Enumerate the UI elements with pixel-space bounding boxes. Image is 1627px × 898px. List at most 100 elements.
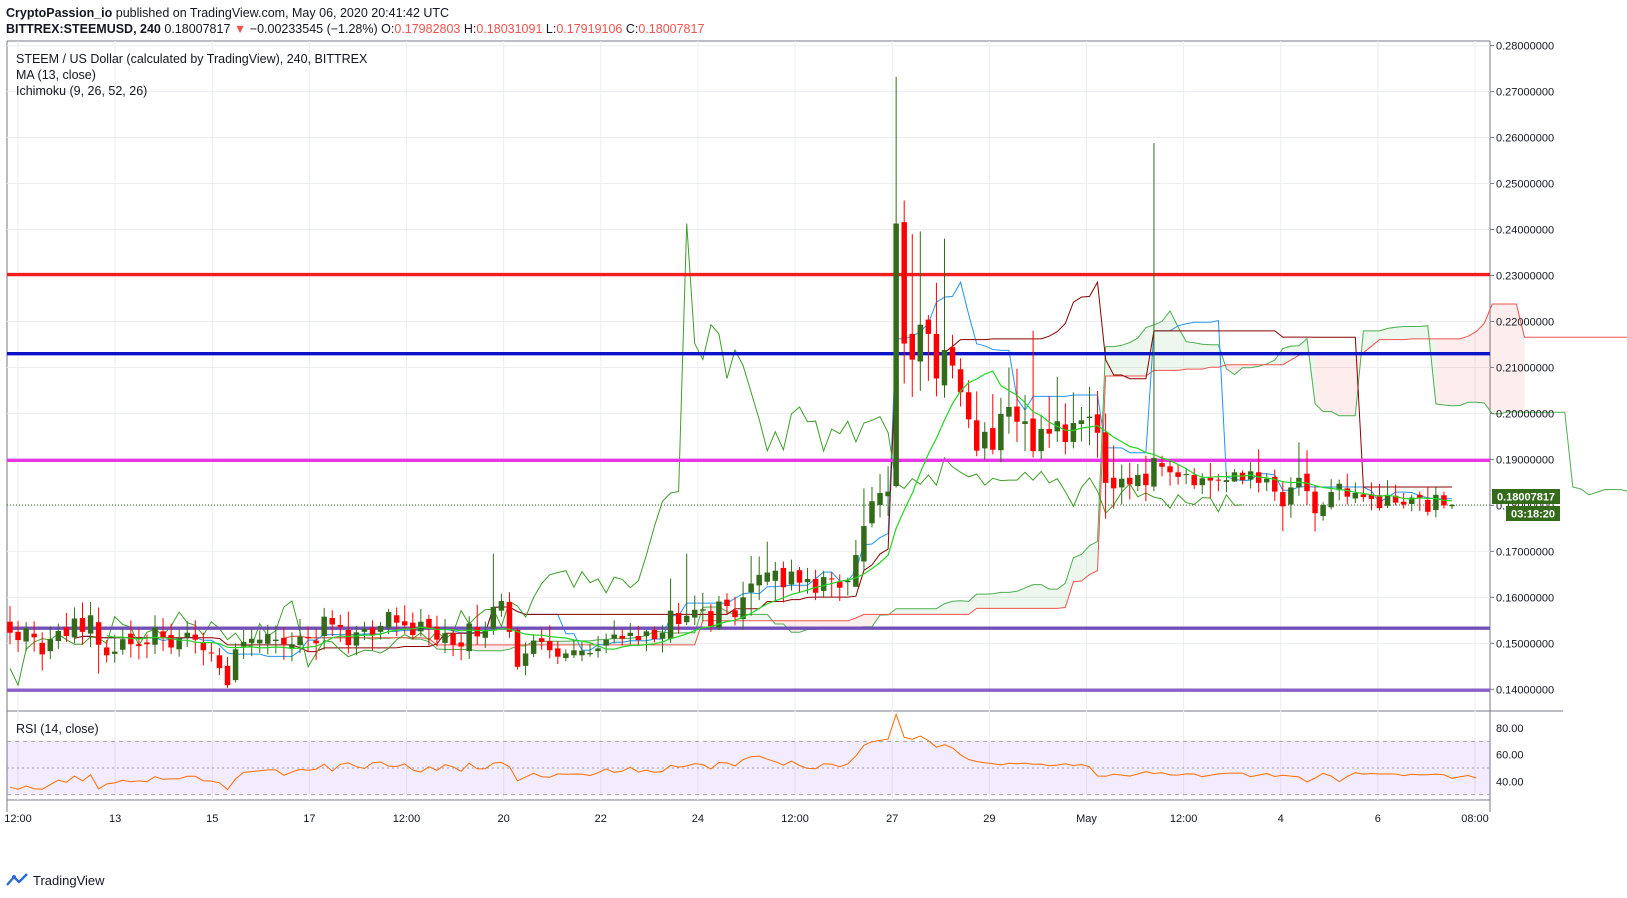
- candle-down: [1159, 463, 1165, 467]
- ichimoku-cloud-segment: [485, 644, 494, 651]
- candle-down: [619, 635, 625, 639]
- candle-down: [216, 655, 223, 669]
- candle-down: [555, 648, 561, 657]
- candle-down: [949, 347, 956, 366]
- candle-down: [1312, 491, 1318, 514]
- ichimoku-cloud-segment: [1000, 592, 1009, 609]
- candle-up: [1199, 478, 1206, 486]
- time-tick-label: 17: [303, 813, 315, 825]
- ichimoku-cloud-segment: [1033, 584, 1042, 609]
- candle-up: [982, 431, 988, 449]
- price-tick-label: 0.27000000: [1496, 87, 1554, 99]
- ichimoku-indicator: [9, 223, 1627, 687]
- price-tick-label: 0.16000000: [1496, 592, 1554, 604]
- ma-legend[interactable]: MA (13, close): [16, 68, 96, 82]
- candle-up: [120, 639, 126, 650]
- candle-up: [764, 572, 770, 582]
- ichimoku-cloud-segment: [1508, 304, 1517, 412]
- last-price-tag: 0.18007817: [1492, 489, 1560, 504]
- candle-down: [1272, 476, 1278, 492]
- open-label: O:: [381, 22, 395, 36]
- candle-up: [152, 627, 158, 645]
- price-tick-label: 0.24000000: [1496, 225, 1554, 237]
- time-tick-label: 29: [983, 813, 995, 825]
- ichimoku-cloud-segment: [1411, 326, 1420, 339]
- time-tick-label: 12:00: [1170, 813, 1198, 825]
- ichimoku-cloud-segment: [1500, 304, 1509, 414]
- ichimoku-cloud-segment: [904, 608, 913, 615]
- ichimoku-cloud-segment: [1202, 344, 1211, 370]
- ichimoku-cloud-segment: [896, 608, 905, 615]
- candle-up: [385, 612, 392, 628]
- price-tick-label: 0.19000000: [1496, 454, 1554, 466]
- candle-down: [426, 618, 432, 629]
- ichimoku-cloud-segment: [863, 614, 872, 627]
- ohlc-header: BITTREX:STEEMUSD, 240 0.18007817 ▼ −0.00…: [6, 22, 704, 36]
- candle-up: [176, 638, 182, 650]
- candle-down: [224, 665, 231, 686]
- ichimoku-cloud-segment: [952, 600, 961, 615]
- candle-down: [192, 634, 199, 640]
- candle-down: [15, 631, 21, 641]
- candle-down: [63, 627, 70, 636]
- ichimoku-cloud-segment: [1395, 326, 1404, 340]
- candles: [7, 76, 1455, 688]
- price-tick-label: 0.26000000: [1496, 133, 1554, 145]
- candle-down: [796, 570, 803, 583]
- candle-up: [240, 641, 247, 647]
- rsi-legend[interactable]: RSI (14, close): [16, 722, 99, 736]
- candle-down: [1425, 499, 1431, 512]
- candle-up: [861, 526, 867, 562]
- ichimoku-cloud-segment: [1016, 587, 1026, 609]
- price-tick-label: 0.28000000: [1496, 41, 1554, 53]
- candle-down: [538, 638, 545, 642]
- candle-down: [1207, 477, 1214, 481]
- ichimoku-cloud-segment: [1323, 354, 1332, 412]
- candle-up: [87, 615, 94, 634]
- countdown-tag: 03:18:20: [1506, 506, 1560, 521]
- ichimoku-cloud-segment: [614, 638, 623, 645]
- price-axis[interactable]: 0.14000000 0.15000000 0.16000000 0.17000000…: [1490, 41, 1554, 697]
- candle-up: [1231, 472, 1238, 482]
- candle-down: [168, 635, 174, 648]
- time-axis[interactable]: 12:00 13 15 17 12:00 20 22 24 12:00 27 29 May 12:00 4…: [4, 813, 1489, 825]
- ichimoku-cloud-segment: [775, 620, 784, 625]
- tradingview-logo-icon: [6, 873, 28, 886]
- change-value: −0.00233545 (−1.28%): [249, 22, 378, 36]
- ichimoku-cloud-segment: [1419, 325, 1428, 339]
- price-tick-label: 0.15000000: [1496, 638, 1554, 650]
- author-name[interactable]: CryptoPassion_io: [6, 6, 113, 20]
- ichimoku-cloud-segment: [928, 608, 937, 615]
- ichimoku-cloud-segment: [1194, 342, 1203, 370]
- ichimoku-cloud-segment: [823, 620, 832, 629]
- candle-up: [248, 638, 255, 643]
- candle-down: [337, 624, 344, 628]
- price-tick-label: 0.22000000: [1496, 316, 1554, 328]
- price-tick-label: 0.21000000: [1496, 362, 1554, 374]
- candle-down: [965, 392, 972, 420]
- ichimoku-legend[interactable]: Ichimoku (9, 26, 52, 26): [16, 84, 147, 98]
- low-value: 0.17919106: [556, 22, 623, 36]
- candle-up: [667, 610, 674, 639]
- candle-up: [289, 644, 295, 649]
- footer-brand[interactable]: TradingView: [6, 872, 105, 888]
- ichimoku-cloud-segment: [1113, 345, 1122, 376]
- candle-down: [281, 637, 287, 645]
- candle-up: [361, 629, 368, 632]
- ichimoku-cloud-segment: [992, 592, 1001, 609]
- close-label: C:: [625, 22, 639, 36]
- candle-down: [1127, 477, 1133, 485]
- ichimoku-cloud-segment: [1081, 545, 1090, 582]
- candle-down: [305, 636, 311, 639]
- ichimoku-cloud-segment: [1025, 584, 1034, 609]
- ichimoku-cloud-segment: [1170, 310, 1179, 371]
- high-value: 0.18031091: [476, 22, 543, 36]
- ichimoku-cloud-segment: [1387, 327, 1396, 340]
- ichimoku-cloud-segment: [477, 644, 486, 651]
- candle-up: [530, 640, 537, 654]
- candle-up: [442, 633, 448, 643]
- ichimoku-cloud-segment: [1186, 341, 1195, 370]
- ichimoku-cloud-segment: [1492, 304, 1501, 414]
- horizontal-levels[interactable]: [7, 272, 1490, 692]
